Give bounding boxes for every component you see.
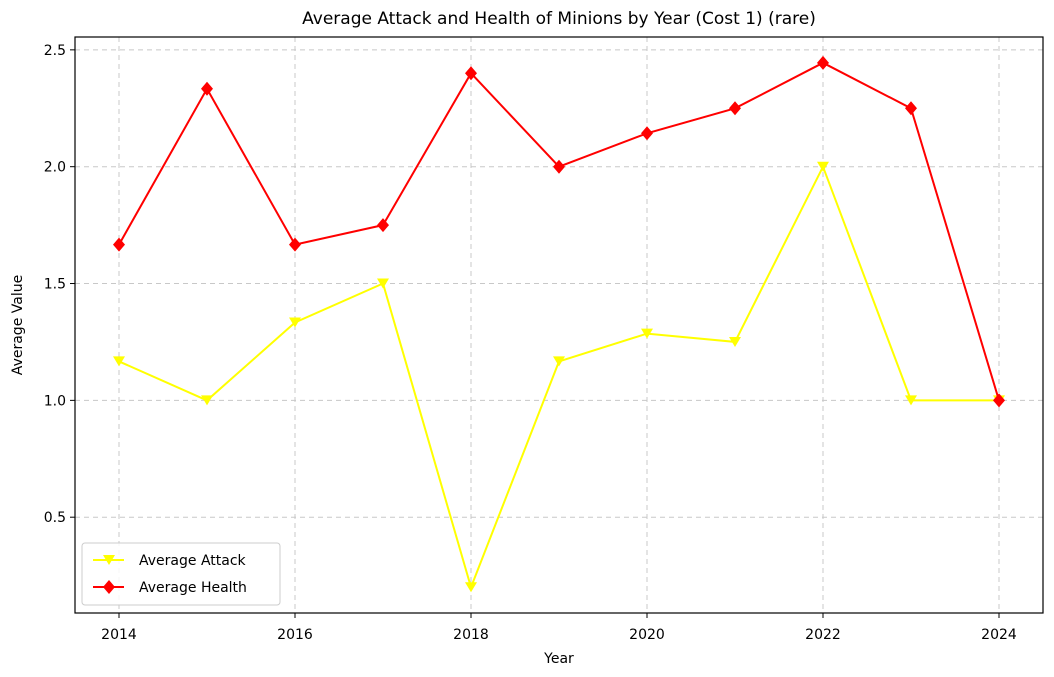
average-health-point (553, 159, 565, 174)
y-axis-ticks: 0.5 1.0 1.5 2.0 2.5 (44, 43, 75, 526)
legend-box (81, 542, 281, 606)
average-health-point (641, 126, 653, 141)
legend: Average Attack Average Health (81, 542, 281, 606)
plot-area-frame (74, 36, 1044, 614)
x-tick-label: 2016 (277, 627, 313, 643)
average-health-point (201, 81, 213, 96)
x-tick-label: 2020 (629, 627, 665, 643)
average-health-point (817, 55, 829, 70)
average-health-point (465, 66, 477, 81)
x-tick-label: 2014 (101, 627, 137, 643)
legend-health-label: Average Health (139, 580, 247, 596)
average-attack-point (729, 336, 741, 347)
average-attack-point (641, 328, 653, 339)
average-attack-point (553, 356, 565, 367)
series-layer (113, 55, 1005, 593)
x-tick-label: 2018 (453, 627, 489, 643)
average-attack-point (905, 395, 917, 406)
average-health-point (377, 218, 389, 233)
x-axis-label: Year (543, 651, 574, 667)
y-tick-label: 0.5 (44, 510, 66, 526)
chart-title: Average Attack and Health of Minions by … (302, 9, 816, 29)
average-health-point (729, 101, 741, 116)
y-tick-label: 2.0 (44, 160, 66, 176)
x-tick-label: 2022 (805, 627, 841, 643)
x-tick-label: 2024 (981, 627, 1017, 643)
average-health-point (993, 393, 1005, 408)
y-tick-label: 1.5 (44, 277, 66, 293)
average-attack-point (465, 582, 477, 593)
average-health-point (905, 101, 917, 116)
x-axis-ticks: 2014 2016 2018 2020 2022 2024 (101, 613, 1017, 643)
average-attack-point (201, 395, 213, 406)
average-attack-point (817, 161, 829, 172)
grid-lines (75, 37, 1043, 613)
average-health-point (113, 237, 125, 252)
average-health-point (289, 237, 301, 252)
legend-attack-marker (103, 555, 115, 565)
legend-attack-label: Average Attack (139, 553, 247, 569)
average-health-line (118, 61, 1000, 401)
average-attack-point (113, 356, 125, 367)
average-attack-line (118, 164, 999, 591)
legend-health-marker (103, 580, 115, 594)
y-tick-label: 2.5 (44, 43, 66, 59)
y-axis-label: Average Value (10, 275, 26, 375)
y-tick-label: 1.0 (44, 393, 66, 409)
average-attack-point (289, 317, 301, 328)
average-attack-point (377, 278, 389, 289)
